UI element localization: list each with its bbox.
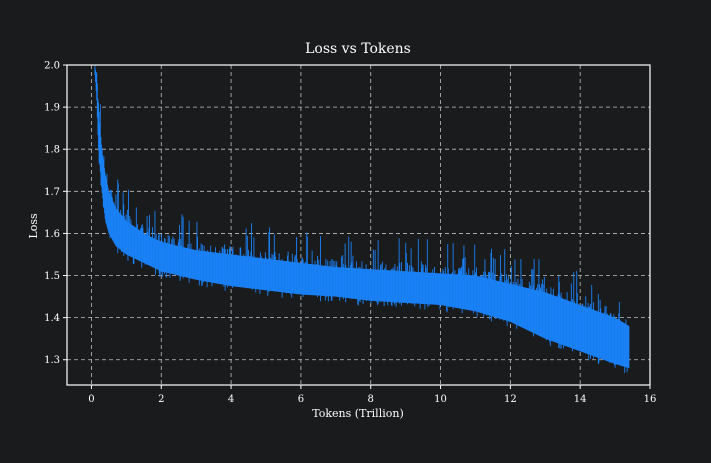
x-tick-label: 10	[434, 394, 447, 405]
chart-title: Loss vs Tokens	[305, 41, 411, 57]
x-tick-label: 2	[158, 394, 164, 405]
series-layer	[94, 65, 630, 374]
y-tick-label: 1.6	[44, 229, 60, 240]
x-tick-label: 4	[228, 394, 234, 405]
y-tick-label: 1.9	[44, 103, 60, 114]
y-tick-label: 1.4	[44, 313, 60, 324]
loss-series	[94, 65, 630, 374]
y-tick-label: 1.5	[44, 271, 60, 282]
x-tick-label: 14	[574, 394, 587, 405]
y-tick-label: 1.8	[44, 145, 60, 156]
x-tick-label: 16	[644, 394, 657, 405]
x-axis-label: Tokens (Trillion)	[312, 407, 403, 420]
plot-frame	[66, 64, 651, 386]
y-tick-label: 1.7	[44, 187, 60, 198]
axis-ticks: 0 2 4 6 8 10 12 14 16 1.3 1.4 1.5 1.6 1.7 1.8 1.9 2.0	[44, 61, 656, 406]
x-tick-label: 6	[298, 394, 304, 405]
x-tick-label: 0	[88, 394, 94, 405]
x-tick-label: 12	[504, 394, 517, 405]
y-axis-label: Loss	[27, 213, 40, 239]
x-tick-label: 8	[368, 394, 374, 405]
y-tick-label: 1.3	[44, 355, 60, 366]
y-tick-label: 2.0	[44, 61, 60, 72]
